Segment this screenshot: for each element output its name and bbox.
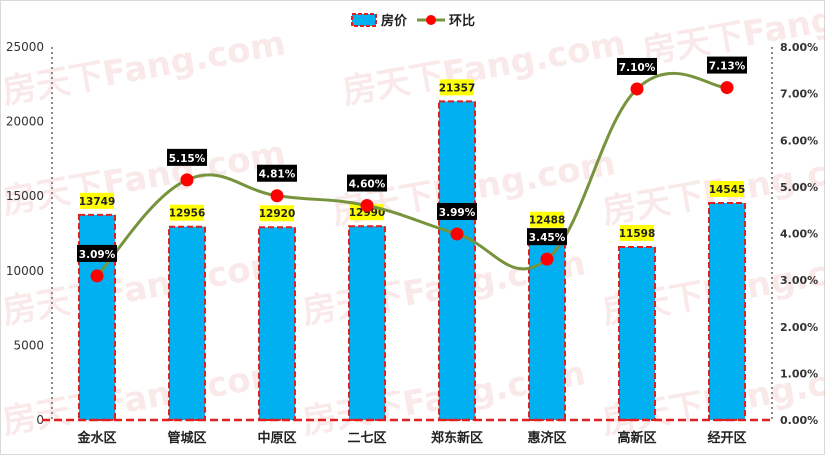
- right-tick-label: 7.00%: [780, 88, 818, 101]
- right-tick-label: 4.00%: [780, 228, 818, 241]
- left-tick-label: 10000: [6, 264, 44, 278]
- category-label: 经开区: [707, 430, 746, 446]
- ratio-label-box: [167, 148, 207, 166]
- ratio-label-box: [77, 244, 117, 262]
- ratio-line: [95, 71, 728, 277]
- bar-value-label: 14545: [709, 184, 746, 196]
- bar: [438, 100, 476, 422]
- bar-value-label-box: [710, 180, 744, 197]
- left-tick-label: 5000: [13, 338, 44, 352]
- ratio-marker: [720, 81, 734, 95]
- ratio-marker: [450, 227, 464, 241]
- category-label: 郑东新区: [431, 430, 483, 446]
- bar-value-label: 12990: [349, 207, 386, 219]
- bar-value-label: 13749: [79, 196, 116, 208]
- ratio-label: 7.13%: [709, 61, 746, 73]
- ratio-label-box: [437, 202, 477, 220]
- ratio-label: 7.10%: [619, 62, 656, 74]
- right-tick-label: 2.00%: [780, 321, 818, 334]
- ratio-marker: [270, 189, 284, 203]
- legend-line-marker: [426, 15, 436, 25]
- bar-value-label: 12920: [259, 208, 296, 220]
- right-tick-label: 1.00%: [780, 367, 818, 380]
- left-tick-label: 20000: [6, 115, 44, 129]
- ratio-marker: [90, 269, 104, 283]
- ratio-label: 3.45%: [529, 232, 566, 244]
- ratio-label: 5.15%: [169, 153, 206, 165]
- ratio-label: 4.60%: [349, 179, 386, 191]
- category-label: 中原区: [257, 430, 296, 446]
- right-tick-label: 8.00%: [780, 41, 818, 54]
- bar-value-label-box: [80, 192, 114, 209]
- bar-value-label: 12956: [169, 208, 206, 220]
- left-tick-label: 15000: [6, 189, 44, 203]
- category-label: 二七区: [347, 431, 386, 446]
- ratio-marker: [630, 82, 644, 96]
- bar: [618, 245, 656, 421]
- right-tick-label: 6.00%: [780, 134, 818, 147]
- bar: [348, 225, 386, 421]
- bar: [258, 226, 296, 421]
- left-tick-label: 0: [36, 413, 44, 427]
- right-tick-label: 0.00%: [780, 414, 818, 427]
- right-tick-label: 3.00%: [780, 274, 818, 287]
- bar-value-label-box: [530, 211, 564, 228]
- ratio-label-box: [257, 164, 297, 182]
- ratio-marker: [360, 199, 374, 213]
- ratio-label: 3.09%: [79, 249, 116, 261]
- category-label: 管城区: [167, 430, 206, 446]
- legend-line-label: 环比: [449, 13, 475, 29]
- ratio-label-box: [347, 174, 387, 192]
- bar: [168, 225, 206, 421]
- legend-bar-swatch: [351, 13, 377, 27]
- ratio-marker: [540, 252, 554, 266]
- left-tick-label: 25000: [6, 40, 44, 54]
- right-tick-label: 5.00%: [780, 181, 818, 194]
- bar-value-label: 12488: [529, 215, 566, 227]
- ratio-label-box: [707, 56, 747, 74]
- ratio-label-box: [617, 57, 657, 75]
- ratio-marker: [180, 173, 194, 187]
- legend-bar-label: 房价: [381, 13, 408, 29]
- bar-value-label-box: [620, 224, 654, 241]
- bar-value-label: 21357: [439, 82, 476, 94]
- bar-value-label-box: [260, 205, 294, 222]
- bar-value-label-box: [440, 79, 474, 96]
- ratio-label: 3.99%: [439, 207, 476, 219]
- category-label: 惠济区: [527, 430, 566, 446]
- ratio-label: 4.81%: [259, 169, 296, 181]
- bar: [708, 201, 746, 421]
- bar-value-label-box: [170, 204, 204, 221]
- category-label: 高新区: [617, 430, 656, 446]
- category-label: 金水区: [76, 430, 116, 446]
- ratio-label-box: [527, 228, 567, 246]
- bar-value-label: 11598: [619, 228, 656, 240]
